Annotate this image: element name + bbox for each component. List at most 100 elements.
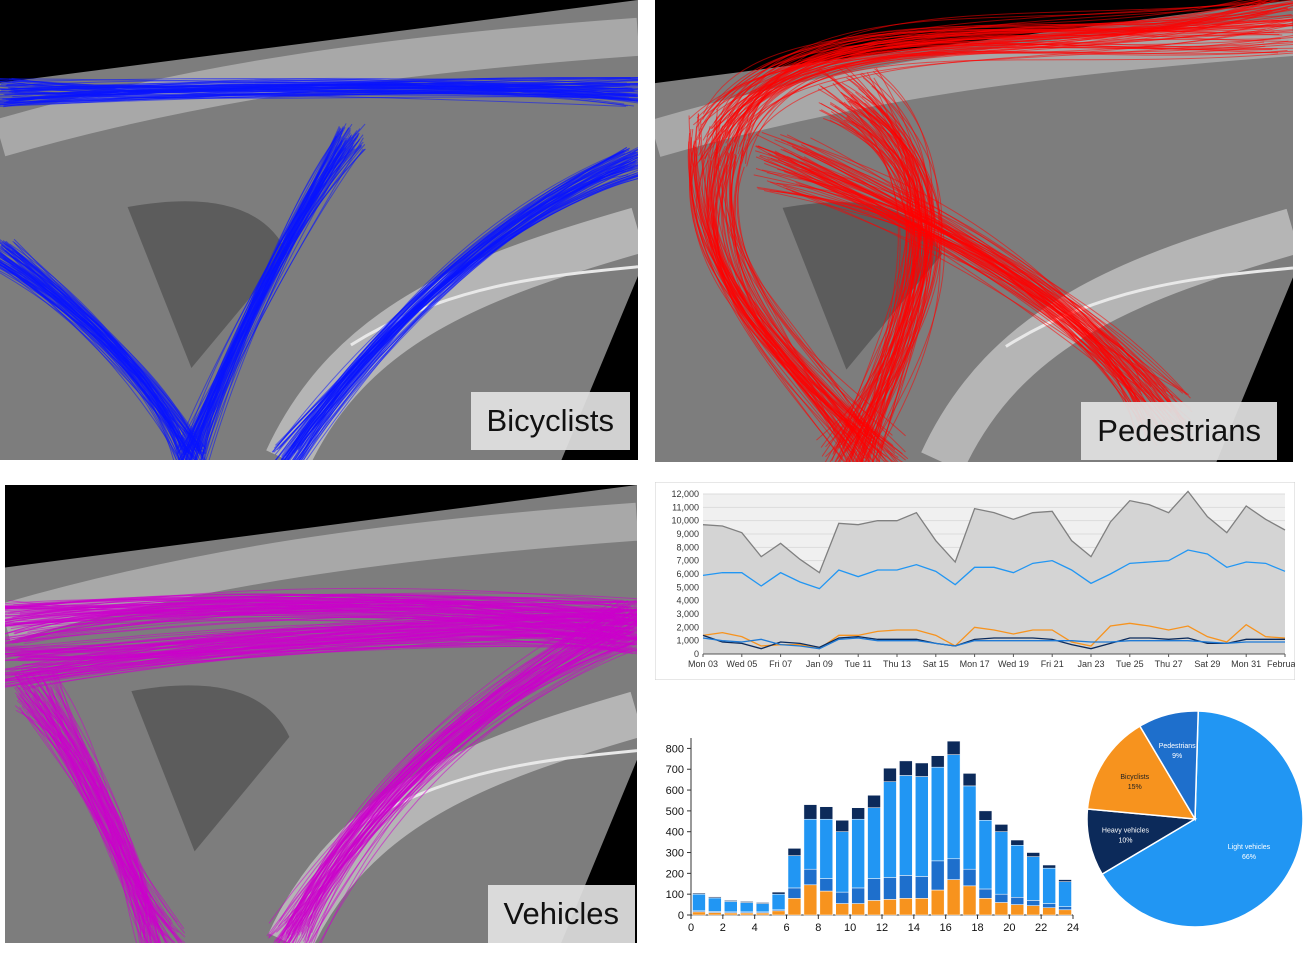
trajectory-line xyxy=(777,168,1184,432)
trajectory-line xyxy=(5,622,619,649)
y-tick-label: 5,000 xyxy=(676,582,699,592)
bar-segment xyxy=(994,902,1009,916)
slice-label: Bicyclists xyxy=(1120,774,1149,781)
y-tick-label: 300 xyxy=(666,848,684,860)
trajectory-line xyxy=(17,677,149,938)
x-tick-label: Thu 13 xyxy=(883,659,911,669)
bar-segment xyxy=(1042,907,1056,916)
trajectory-line xyxy=(310,609,637,943)
vehicles-trajectory-panel: Vehicles xyxy=(5,485,637,943)
trajectory-line xyxy=(717,153,855,456)
bar-segment xyxy=(692,893,706,912)
trajectory-line xyxy=(13,629,626,657)
trajectory-line xyxy=(0,84,636,97)
pedestrian-trajectories xyxy=(687,0,1293,462)
x-tick-label: 16 xyxy=(940,922,952,934)
bar-segment xyxy=(819,818,833,879)
bar-segment xyxy=(946,858,961,880)
bar-segment xyxy=(803,818,818,870)
trajectory-line xyxy=(694,146,862,439)
y-tick-label: 0 xyxy=(678,910,684,922)
trajectory-line xyxy=(318,648,637,943)
bar-segment xyxy=(851,818,865,889)
bar-segment xyxy=(740,901,754,903)
trajectory-line xyxy=(817,88,922,461)
bar-segment xyxy=(1026,852,1040,857)
y-tick-label: 500 xyxy=(666,806,684,818)
x-tick-label: Wed 19 xyxy=(998,659,1029,669)
y-tick-label: 6,000 xyxy=(676,569,699,579)
trajectory-line xyxy=(786,134,1137,412)
trajectory-line xyxy=(759,155,1185,430)
bar-segment xyxy=(994,893,1009,903)
y-tick-label: 8,000 xyxy=(676,542,699,552)
trajectory-line xyxy=(809,151,1155,396)
bar-segment xyxy=(1010,904,1025,916)
bar-segment xyxy=(708,897,722,912)
trajectory-line xyxy=(740,41,1265,159)
trajectory-line xyxy=(729,29,1283,125)
bar-segment xyxy=(899,875,913,899)
trajectory-line xyxy=(5,615,615,661)
bar-segment xyxy=(883,899,897,916)
trajectory-line xyxy=(287,172,638,460)
trajectory-line xyxy=(0,242,187,447)
bar-segment xyxy=(915,876,929,899)
trajectory-line xyxy=(688,115,886,462)
trajectory-line xyxy=(291,151,636,460)
trajectory-line xyxy=(305,605,623,943)
trajectory-line xyxy=(291,599,637,943)
y-tick-label: 9,000 xyxy=(676,529,699,539)
trajectory-line xyxy=(761,131,1145,422)
x-tick-label: Sat 15 xyxy=(923,659,949,669)
bar-segment xyxy=(771,893,786,911)
trajectory-line xyxy=(831,101,911,462)
trajectory-line xyxy=(1,244,206,449)
trajectory-line xyxy=(275,170,626,460)
trajectory-line xyxy=(709,43,1293,138)
bar-segment xyxy=(883,767,897,782)
slice-percent: 15% xyxy=(1128,784,1142,791)
trajectory-line xyxy=(725,18,1293,144)
bar-segment xyxy=(1010,897,1025,905)
x-tick-label: Sat 29 xyxy=(1194,659,1220,669)
trajectory-line xyxy=(702,25,1293,141)
x-tick-label: Tue 11 xyxy=(845,659,872,669)
trajectory-line xyxy=(12,81,638,102)
bar-segment xyxy=(819,890,833,916)
trajectory-line xyxy=(40,709,167,943)
bar-segment xyxy=(899,760,913,776)
bar-segment xyxy=(978,810,993,821)
trajectory-line xyxy=(274,175,631,455)
trajectory-line xyxy=(838,95,916,462)
trajectory-line xyxy=(692,145,868,456)
trajectory-line xyxy=(698,24,1293,156)
y-tick-label: 0 xyxy=(694,649,699,659)
trajectory-line xyxy=(298,153,638,460)
bicyclists-caption: Bicyclists xyxy=(470,392,630,450)
trajectory-line xyxy=(711,133,860,439)
y-tick-label: 600 xyxy=(666,785,684,797)
hourly-counts-chart: 0 100 200 300 400 500 600 700 800 0 2 4 6 8 10 12 14 16 18… xyxy=(655,730,1085,940)
trajectory-line xyxy=(713,9,1272,123)
y-tick-label: 700 xyxy=(666,764,684,776)
trajectory-line xyxy=(24,601,637,643)
bar-segment xyxy=(755,903,770,913)
bar-segment xyxy=(915,762,929,777)
pedestrians-caption: Pedestrians xyxy=(1081,402,1277,460)
trajectory-line xyxy=(0,239,189,460)
series-line-2 xyxy=(702,622,1286,650)
total-area xyxy=(703,491,1285,654)
series-line-3 xyxy=(702,634,1285,650)
y-tick-label: 100 xyxy=(666,889,684,901)
bar-segment xyxy=(978,888,993,899)
lane-marking xyxy=(1005,266,1293,348)
x-tick-label: February xyxy=(1267,659,1295,669)
trajectory-line xyxy=(730,155,876,440)
bar-segment xyxy=(978,820,993,890)
trajectory-line xyxy=(736,166,848,462)
slice-label: Light vehicles xyxy=(1228,844,1271,851)
x-tick-label: Wed 05 xyxy=(726,659,757,669)
bar-segment xyxy=(819,878,833,892)
bar-segment xyxy=(931,889,945,916)
